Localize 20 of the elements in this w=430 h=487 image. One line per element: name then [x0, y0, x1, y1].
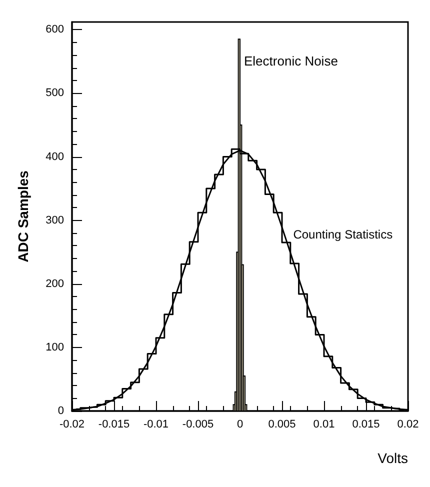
annotation: Electronic Noise [244, 54, 338, 69]
y-tick-label: 500 [46, 87, 64, 100]
y-tick-label: 100 [46, 341, 64, 354]
x-axis-title: Volts [378, 450, 408, 466]
y-tick-label: 0 [58, 405, 64, 417]
y-tick-label: 200 [46, 278, 64, 290]
x-tick-label: 0.02 [397, 418, 419, 430]
series-label: Counting Statistics [293, 228, 393, 242]
y-axis-title: ADC Samples [15, 170, 31, 262]
x-tick-label: -0.015 [98, 418, 130, 430]
x-tick-label: -0.02 [59, 418, 85, 430]
y-tick-label: 400 [46, 150, 64, 163]
x-tick-label: 0.015 [352, 418, 380, 430]
y-tick-label: 300 [46, 214, 64, 226]
x-tick-label: 0.01 [313, 418, 335, 430]
x-tick-label: -0.005 [182, 418, 214, 430]
x-tick-label: 0 [236, 418, 244, 430]
x-tick-label: -0.01 [143, 418, 169, 430]
x-tick-label: 0.005 [268, 418, 296, 430]
y-tick-label: 600 [46, 24, 64, 36]
